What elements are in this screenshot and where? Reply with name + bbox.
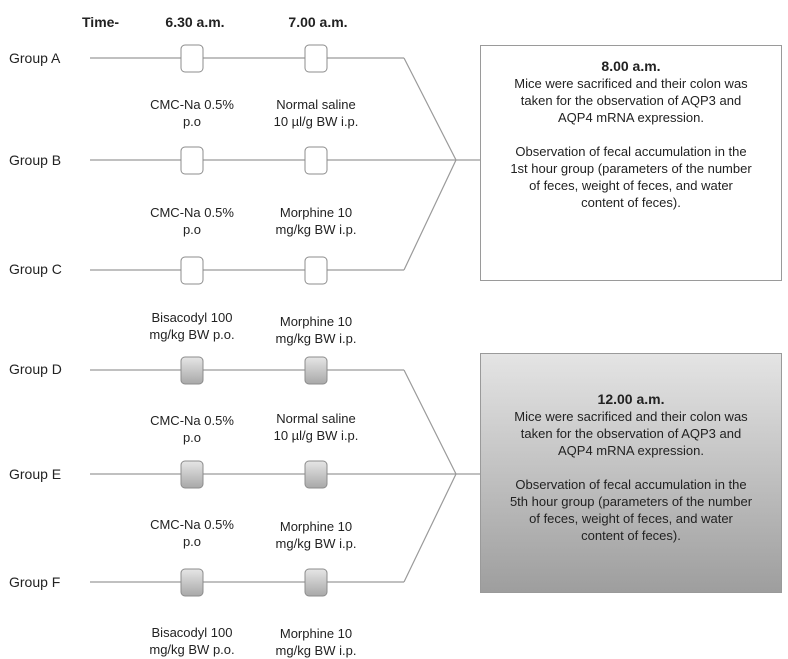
dose-marker-shaded [180,568,204,597]
treatment-caption: Morphine 10 mg/kg BW i.p. [275,205,357,237]
dose-marker [304,146,328,175]
dose-marker-shaded [180,356,204,385]
treatment-caption: Morphine 10 mg/kg BW i.p. [275,626,357,658]
group-c-label: Group C [9,261,62,277]
time-header-label: Time- [82,14,120,30]
dose-marker [180,146,204,175]
outcome-time: 12.00 a.m. [597,391,665,407]
treatment-caption: Morphine 10 mg/kg BW i.p. [275,519,357,551]
treatment-caption: Morphine 10 mg/kg BW i.p. [275,314,357,346]
connector-abc [403,57,457,271]
treatment-caption: CMC-Na 0.5% p.o [150,97,234,129]
dose-marker-shaded [304,460,328,489]
outcome-box-12am: 12.00 a.m. Mice were sacrificed and thei… [480,353,782,593]
treatment-caption: CMC-Na 0.5% p.o [150,205,234,237]
treatment-caption: Normal saline 10 µl/g BW i.p. [273,411,359,443]
treatment-caption: CMC-Na 0.5% p.o [150,517,234,549]
group-e-label: Group E [9,466,62,482]
dose-marker-shaded [304,568,328,597]
group-a-label: Group A [9,50,61,66]
dose-marker [304,256,328,285]
group-b-label: Group B [9,152,62,168]
dose-marker [180,44,204,73]
treatment-caption: Bisacodyl 100 mg/kg BW p.o. [149,625,235,657]
dose-marker-shaded [180,460,204,489]
treatment-caption: Bisacodyl 100 mg/kg BW p.o. [149,310,235,342]
treatment-caption: CMC-Na 0.5% p.o [150,413,234,445]
group-d-label: Group D [9,361,62,377]
dose-marker-shaded [304,356,328,385]
group-f-label: Group F [9,574,61,590]
time-header-630: 6.30 a.m. [165,14,225,30]
time-header-700: 7.00 a.m. [288,14,348,30]
outcome-time: 8.00 a.m. [601,58,661,74]
connector-def [403,369,457,583]
dose-marker [180,256,204,285]
treatment-caption: Normal saline 10 µl/g BW i.p. [273,97,359,129]
dose-marker [304,44,328,73]
outcome-box-8am: 8.00 a.m. Mice were sacrificed and their… [480,45,782,281]
